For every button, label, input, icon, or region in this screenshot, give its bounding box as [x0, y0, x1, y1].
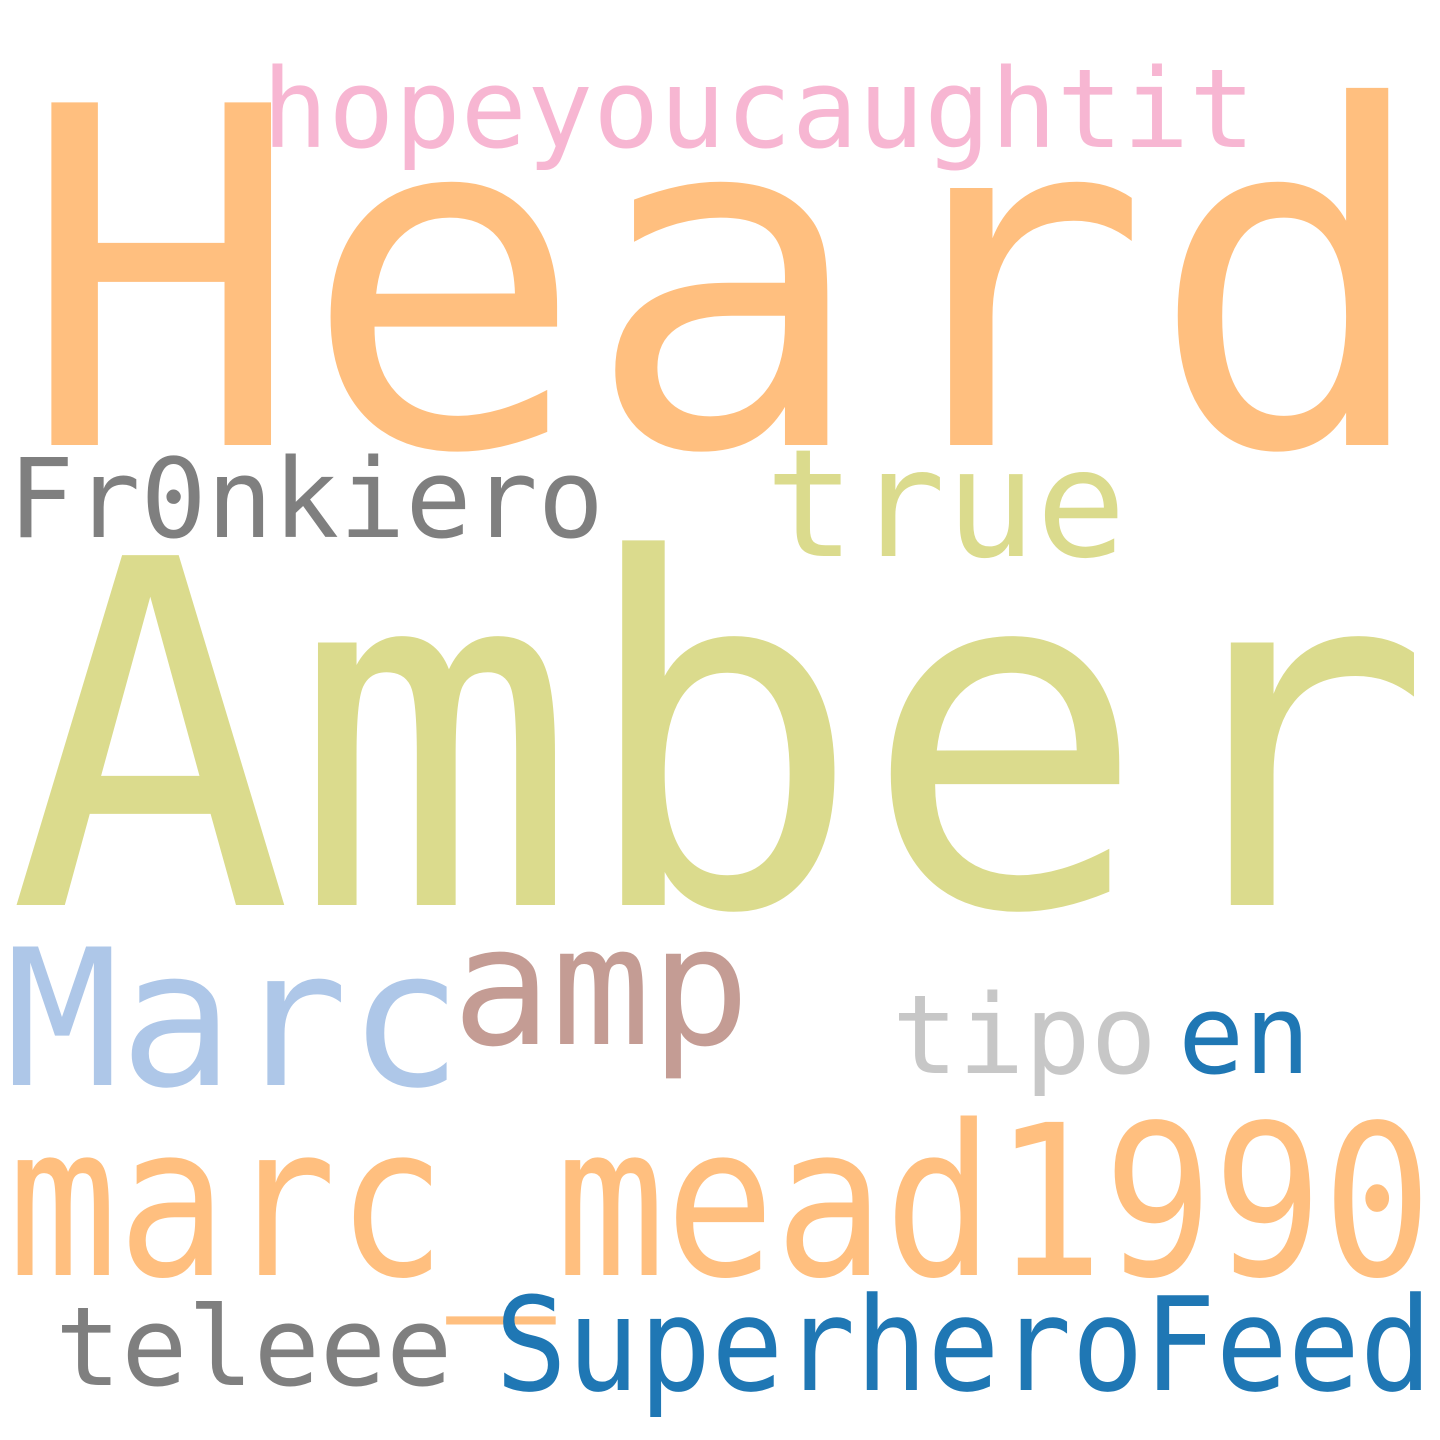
- word-teleee: teleee: [55, 1283, 453, 1411]
- word-marc-mead1990: marc_mead1990: [8, 1080, 1432, 1325]
- word-hopeyoucaughtit: hopeyoucaughtit: [262, 45, 1256, 173]
- word-fr0nkiero: Fr0nkiero: [8, 435, 605, 563]
- word-superherofeed: SuperheroFeed: [495, 1269, 1432, 1421]
- word-tipo: tipo: [892, 971, 1157, 1099]
- word-amber: Amber: [8, 460, 1432, 1019]
- word-amp: amp: [452, 891, 751, 1083]
- word-marc: Marc: [5, 909, 463, 1130]
- word-heard: Heard: [20, 9, 1432, 556]
- word-en: en: [1178, 971, 1311, 1099]
- word-true: true: [765, 418, 1127, 592]
